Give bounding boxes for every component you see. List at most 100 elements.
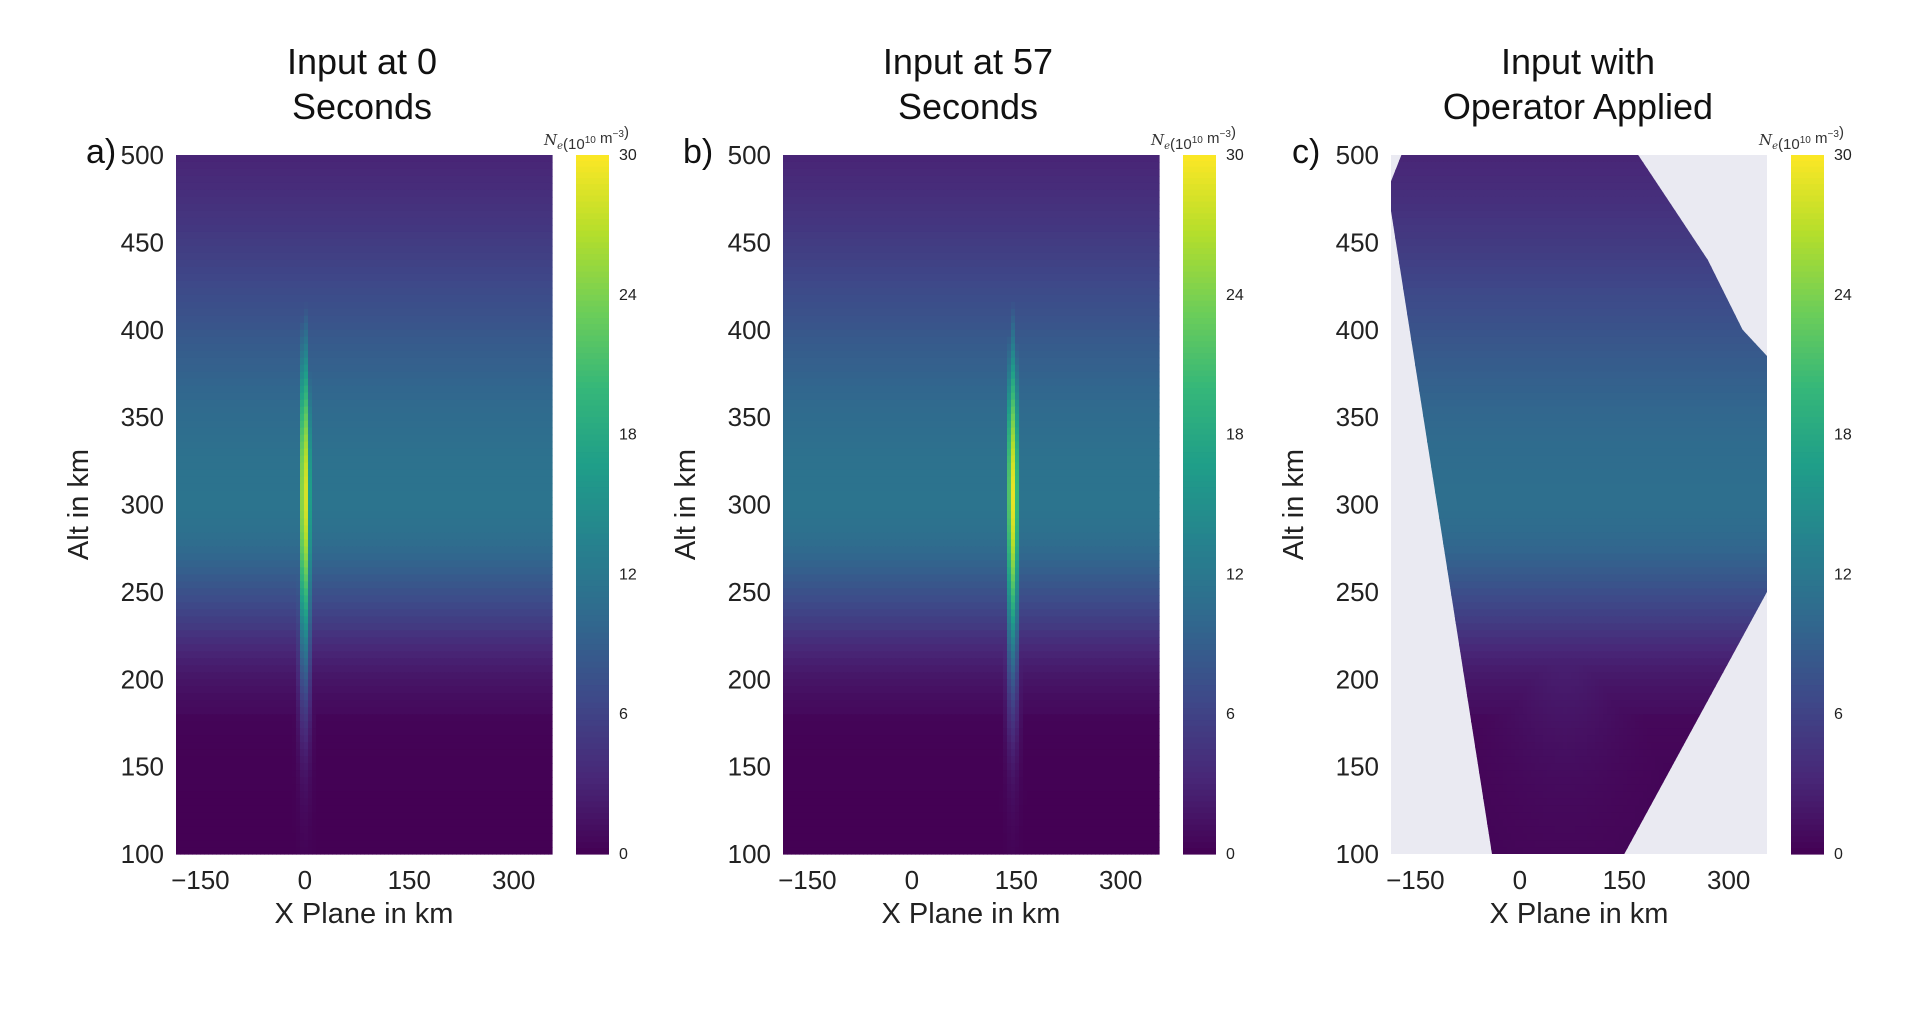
heatmap-cell xyxy=(412,455,417,464)
heatmap-cell xyxy=(416,294,421,303)
heatmap-cell xyxy=(248,259,253,268)
heatmap-cell xyxy=(340,497,345,506)
heatmap-cell xyxy=(332,504,337,513)
heatmap-cell xyxy=(188,448,193,457)
heatmap-cell xyxy=(444,434,449,443)
heatmap-cell xyxy=(388,259,393,268)
heatmap-cell xyxy=(264,427,269,436)
heatmap-cell xyxy=(236,294,241,303)
heatmap-cell xyxy=(500,497,505,506)
heatmap-cell xyxy=(292,455,297,464)
heatmap-cell xyxy=(524,224,529,233)
heatmap-cell xyxy=(176,287,181,296)
heatmap-cell xyxy=(324,497,329,506)
heatmap-cell xyxy=(508,203,513,212)
heatmap-cell xyxy=(260,224,265,233)
heatmap-cell xyxy=(236,350,241,359)
heatmap-cell xyxy=(360,434,365,443)
heatmap-cell xyxy=(228,406,233,415)
heatmap-cell xyxy=(428,483,433,492)
heatmap-cell xyxy=(184,238,189,247)
heatmap-cell xyxy=(452,406,457,415)
heatmap-cell xyxy=(320,168,325,177)
heatmap-cell xyxy=(452,518,457,527)
heatmap-cell xyxy=(532,385,537,394)
heatmap-cell xyxy=(264,301,269,310)
heatmap-cell xyxy=(264,336,269,345)
heatmap-cell xyxy=(332,196,337,205)
heatmap-cell xyxy=(332,301,337,310)
heatmap-cell xyxy=(472,322,477,331)
heatmap-cell xyxy=(192,427,197,436)
heatmap-cell xyxy=(188,490,193,499)
heatmap-cell xyxy=(356,448,361,457)
heatmap-cell xyxy=(368,322,373,331)
heatmap-cell xyxy=(328,469,333,478)
heatmap-cell xyxy=(504,301,509,310)
heatmap-cell xyxy=(208,161,213,170)
heatmap-cell xyxy=(308,308,313,317)
heatmap-cell xyxy=(224,155,229,163)
heatmap-cell xyxy=(380,280,385,289)
heatmap-cell xyxy=(268,413,273,422)
heatmap-cell xyxy=(300,413,305,422)
heatmap-cell xyxy=(232,336,237,345)
heatmap-cell xyxy=(184,231,189,240)
heatmap-cell xyxy=(176,371,181,380)
heatmap-cell xyxy=(368,217,373,226)
heatmap-cell xyxy=(520,155,525,163)
heatmap-cell xyxy=(228,371,233,380)
heatmap-cell xyxy=(484,301,489,310)
heatmap-cell xyxy=(436,210,441,219)
heatmap-cell xyxy=(444,469,449,478)
heatmap-cell xyxy=(352,406,357,415)
heatmap-cell xyxy=(296,308,301,317)
heatmap-cell xyxy=(308,434,313,443)
heatmap-cell xyxy=(548,413,553,422)
heatmap-cell xyxy=(332,378,337,387)
heatmap-cell xyxy=(296,287,301,296)
heatmap-cell xyxy=(236,161,241,170)
heatmap-cell xyxy=(368,448,373,457)
heatmap-cell xyxy=(520,301,525,310)
heatmap-cell xyxy=(284,490,289,499)
heatmap-cell xyxy=(548,203,553,212)
heatmap-cell xyxy=(544,483,549,492)
heatmap-cell xyxy=(392,301,397,310)
heatmap-cell xyxy=(324,406,329,415)
heatmap-cell xyxy=(440,448,445,457)
heatmap-cell xyxy=(464,329,469,338)
heatmap-cell xyxy=(272,308,277,317)
heatmap-cell xyxy=(276,308,281,317)
heatmap-cell xyxy=(260,518,265,527)
heatmap-cell xyxy=(252,322,257,331)
heatmap-cell xyxy=(208,469,213,478)
heatmap-cell xyxy=(384,455,389,464)
heatmap-cell xyxy=(196,392,201,401)
heatmap-cell xyxy=(308,357,313,366)
heatmap-cell xyxy=(248,308,253,317)
heatmap-cell xyxy=(204,434,209,443)
heatmap-cell xyxy=(320,217,325,226)
heatmap-cell xyxy=(216,378,221,387)
heatmap-cell xyxy=(368,280,373,289)
heatmap-cell xyxy=(268,196,273,205)
heatmap-cell xyxy=(524,155,529,163)
heatmap-cell xyxy=(336,175,341,184)
heatmap-cell xyxy=(532,371,537,380)
heatmap-cell xyxy=(312,504,317,513)
heatmap-cell xyxy=(312,336,317,345)
heatmap-cell xyxy=(304,155,309,163)
heatmap-cell xyxy=(368,203,373,212)
heatmap-cell xyxy=(540,182,545,191)
heatmap-cell xyxy=(224,511,229,520)
heatmap-cell xyxy=(256,343,261,352)
heatmap-cell xyxy=(236,231,241,240)
heatmap-cell xyxy=(408,420,413,429)
heatmap-cell xyxy=(248,343,253,352)
heatmap-cell xyxy=(272,280,277,289)
heatmap-cell xyxy=(304,504,309,513)
heatmap-cell xyxy=(292,420,297,429)
heatmap-cell xyxy=(460,280,465,289)
heatmap-cell xyxy=(444,245,449,254)
